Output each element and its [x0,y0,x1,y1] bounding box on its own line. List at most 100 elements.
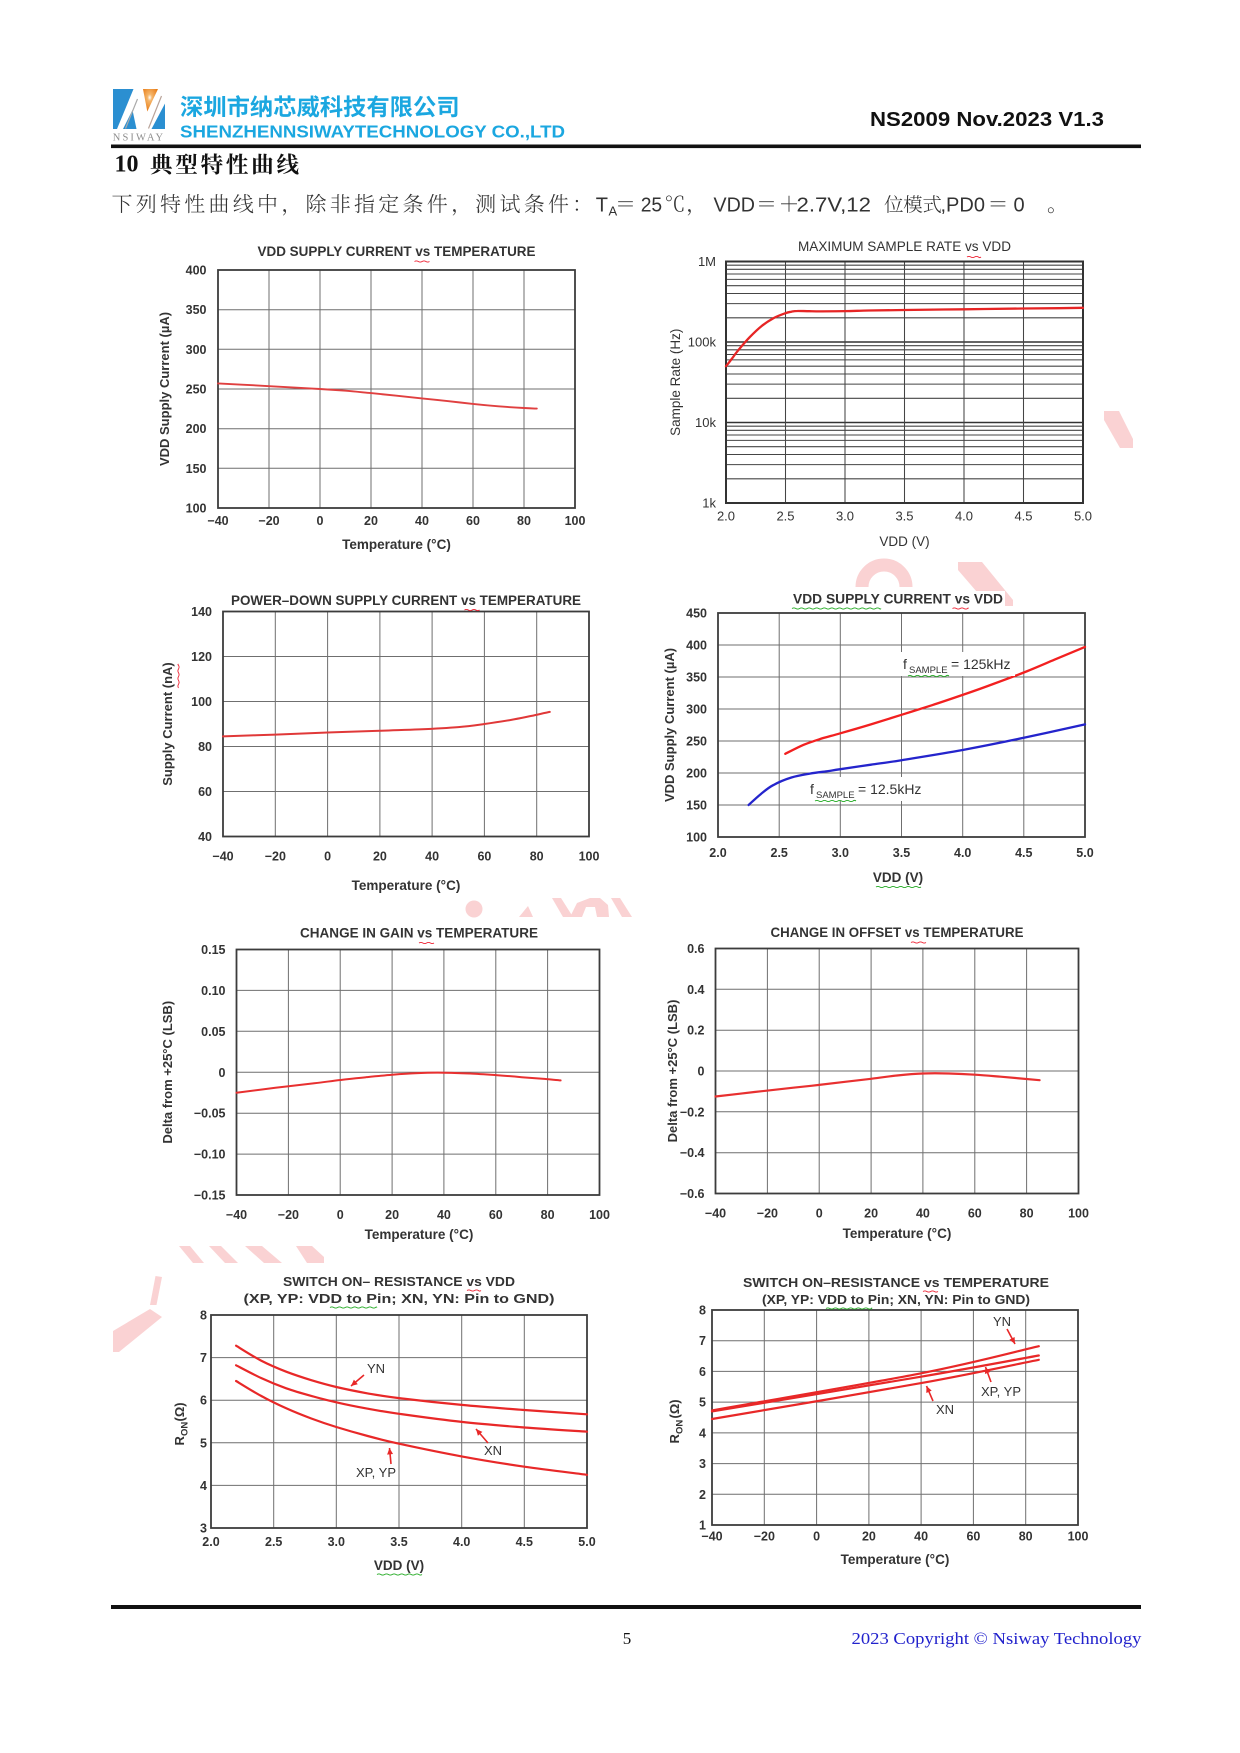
svg-text:0: 0 [813,1530,820,1544]
svg-text:3.5: 3.5 [893,846,910,860]
svg-text:450: 450 [686,607,707,621]
svg-text:POWER–DOWN SUPPLY CURRENT vs T: POWER–DOWN SUPPLY CURRENT vs TEMPERATURE [231,593,581,608]
svg-text:400: 400 [186,264,207,278]
svg-text:(Ω): (Ω) [667,1399,682,1418]
svg-text:SWITCH ON–RESISTANCE vs TEMPER: SWITCH ON–RESISTANCE vs TEMPERATURE [743,1275,1049,1290]
svg-text:60: 60 [968,1207,982,1221]
svg-text:XP, YP: XP, YP [981,1384,1021,1399]
svg-text:Sample Rate (Hz): Sample Rate (Hz) [668,329,683,436]
svg-text:2.0: 2.0 [717,509,735,524]
svg-text:40: 40 [916,1207,930,1221]
svg-text:0: 0 [337,1208,344,1222]
svg-text:4.5: 4.5 [1014,509,1032,524]
svg-text:80: 80 [1019,1530,1033,1544]
svg-text:0.6: 0.6 [687,942,704,956]
svg-text:10: 10 [115,151,139,177]
svg-text:20: 20 [864,1207,878,1221]
svg-text:−20: −20 [258,514,279,528]
svg-text:250: 250 [186,383,207,397]
svg-text:0: 0 [1014,195,1025,217]
svg-text:SHENZHENNSIWAYTECHNOLOGY CO.,L: SHENZHENNSIWAYTECHNOLOGY CO.,LTD [180,122,565,142]
svg-text:VDD Supply Current (µA): VDD Supply Current (µA) [662,648,677,802]
svg-text:−0.6: −0.6 [680,1187,705,1201]
svg-text:3: 3 [200,1522,207,1536]
svg-text:2.0: 2.0 [709,846,726,860]
svg-text:−20: −20 [757,1207,778,1221]
svg-text:YN: YN [367,1361,385,1376]
svg-text:Delta from +25°C (LSB): Delta from +25°C (LSB) [665,1000,680,1143]
svg-text:−40: −40 [212,850,233,864]
svg-text:,PD0: ,PD0 [941,195,985,217]
svg-text:250: 250 [686,735,707,749]
svg-text:f: f [810,781,814,797]
svg-text:5: 5 [623,1629,632,1648]
svg-text:20: 20 [385,1208,399,1222]
svg-text:1: 1 [699,1519,706,1533]
svg-text:= 125kHz: = 125kHz [951,656,1011,672]
svg-text:VDD: VDD [714,195,756,217]
svg-text:3.0: 3.0 [328,1535,345,1549]
svg-text:100k: 100k [688,335,717,350]
svg-text:−20: −20 [754,1530,775,1544]
svg-text:VDD (V): VDD (V) [879,534,929,549]
svg-text:2.5: 2.5 [776,509,794,524]
svg-text:400: 400 [686,639,707,653]
svg-text:20: 20 [862,1530,876,1544]
svg-text:350: 350 [186,303,207,317]
svg-text:VDD (V): VDD (V) [374,1558,424,1573]
svg-text:XN: XN [484,1443,502,1458]
svg-text:3: 3 [699,1457,706,1471]
svg-text:2.7V,12: 2.7V,12 [797,195,872,217]
svg-text:NS2009 Nov.2023 V1.3: NS2009 Nov.2023 V1.3 [870,109,1104,131]
svg-text:YN: YN [993,1314,1011,1329]
svg-text:XP, YP: XP, YP [356,1465,396,1480]
svg-text:Temperature (°C): Temperature (°C) [352,878,461,893]
svg-text:200: 200 [186,422,207,436]
svg-text:SAMPLE: SAMPLE [816,790,855,801]
svg-text:40: 40 [437,1208,451,1222]
svg-text:VDD SUPPLY CURRENT vs VDD: VDD SUPPLY CURRENT vs VDD [793,592,1003,607]
svg-text:150: 150 [686,799,707,813]
svg-text:SWITCH ON– RESISTANCE vs VDD: SWITCH ON– RESISTANCE vs VDD [283,1274,515,1289]
svg-text:60: 60 [966,1530,980,1544]
svg-text:−0.10: −0.10 [194,1148,226,1162]
svg-text:−0.4: −0.4 [680,1146,705,1160]
svg-text:25: 25 [641,195,663,217]
svg-text:60: 60 [466,514,480,528]
svg-text:T: T [596,195,608,217]
svg-text:5.0: 5.0 [1074,509,1092,524]
svg-text:5: 5 [200,1436,207,1450]
svg-text:6: 6 [200,1394,207,1408]
svg-text:4.0: 4.0 [453,1535,470,1549]
svg-text:100: 100 [579,850,600,864]
svg-text:VDD (V): VDD (V) [873,870,923,885]
svg-text:−0.2: −0.2 [680,1105,705,1119]
svg-text:10k: 10k [695,415,716,430]
svg-text:ON: ON [180,1422,191,1436]
svg-text:−0.15: −0.15 [194,1189,226,1203]
svg-text:300: 300 [686,703,707,717]
svg-text:0: 0 [698,1065,705,1079]
svg-text:3.0: 3.0 [832,846,849,860]
svg-text:80: 80 [541,1208,555,1222]
svg-text:−40: −40 [226,1208,247,1222]
svg-text:4: 4 [200,1479,207,1493]
svg-text:0: 0 [317,514,324,528]
svg-text:3.0: 3.0 [836,509,854,524]
svg-text:(Ω): (Ω) [172,1402,187,1421]
svg-text:0.05: 0.05 [201,1025,225,1039]
svg-text:0.10: 0.10 [201,984,225,998]
svg-text:−40: −40 [207,514,228,528]
svg-text:60: 60 [489,1208,503,1222]
svg-text:100: 100 [686,831,707,845]
svg-text:60: 60 [477,850,491,864]
svg-text:−40: −40 [701,1530,722,1544]
svg-text:3.5: 3.5 [895,509,913,524]
svg-text:Supply Current (nA): Supply Current (nA) [160,662,175,786]
svg-text:Temperature (°C): Temperature (°C) [841,1552,950,1567]
svg-text:120: 120 [191,650,212,664]
svg-text:NSIWAY: NSIWAY [113,133,165,144]
svg-text:R: R [667,1434,682,1444]
svg-text:1M: 1M [698,254,716,269]
svg-text:2.5: 2.5 [771,846,788,860]
